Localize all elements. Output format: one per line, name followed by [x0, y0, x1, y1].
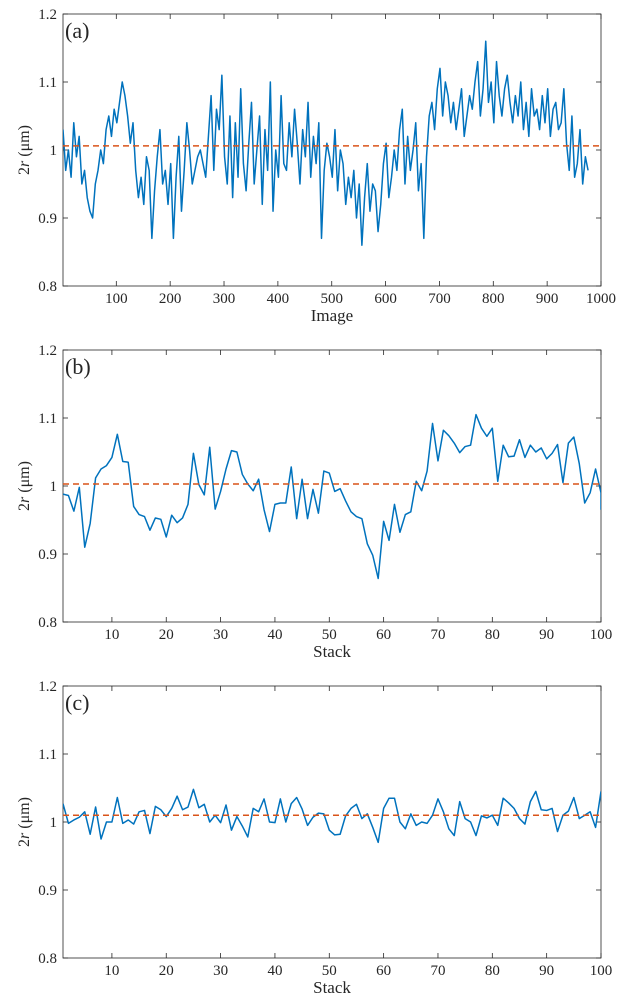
y-axis-label-main: 2 — [16, 503, 33, 511]
y-axis-label: 2r (μm) — [16, 125, 33, 175]
x-axis-label: Stack — [313, 978, 351, 997]
y-tick-label: 1.2 — [38, 343, 57, 359]
y-axis-label-var: r — [16, 160, 33, 167]
x-tick-label: 800 — [482, 291, 505, 307]
y-axis-label: 2r (μm) — [16, 461, 33, 511]
x-tick-label: 100 — [590, 963, 613, 979]
axes-box — [62, 685, 602, 959]
x-tick-label: 70 — [430, 627, 445, 643]
y-axis-label-var: r — [16, 832, 33, 839]
y-tick-label: 1.2 — [38, 679, 57, 695]
x-tick-label: 10 — [104, 963, 119, 979]
x-axis-label: Stack — [313, 642, 351, 661]
panel-label: (c) — [65, 690, 89, 715]
y-tick-label: 1.1 — [38, 411, 57, 427]
x-tick-label: 700 — [428, 291, 451, 307]
y-axis-label-main: 2 — [16, 167, 33, 175]
x-axis-label: Image — [311, 306, 353, 325]
y-tick-label: 1 — [50, 479, 58, 495]
x-tick-label: 60 — [376, 627, 391, 643]
data-series-line — [63, 413, 601, 580]
x-tick-label: 80 — [485, 627, 500, 643]
y-axis-label-unit: (μm) — [16, 461, 33, 497]
x-tick-label: 40 — [267, 627, 282, 643]
y-axis-label-var: r — [16, 496, 33, 503]
y-axis-label-unit: (μm) — [16, 125, 33, 161]
y-axis-label-main: 2 — [16, 839, 33, 847]
x-tick-label: 20 — [159, 963, 174, 979]
x-tick-label: 200 — [159, 291, 182, 307]
x-tick-label: 100 — [590, 627, 613, 643]
data-series-line — [63, 40, 589, 246]
x-tick-label: 600 — [374, 291, 397, 307]
y-tick-label: 0.8 — [38, 615, 57, 631]
x-tick-label: 60 — [376, 963, 391, 979]
y-tick-label: 1.1 — [38, 75, 57, 91]
chart-panel-2: 0.8 0.9 1 1.1 1.2 10 20 30 40 50 60 70 80 90 100 Stack 2… — [16, 343, 612, 661]
y-tick-label: 0.9 — [38, 547, 57, 563]
y-tick-label: 0.8 — [38, 279, 57, 295]
x-tick-label: 400 — [267, 291, 290, 307]
x-tick-label: 100 — [105, 291, 128, 307]
panel-label: (a) — [65, 18, 89, 43]
y-tick-label: 1 — [50, 815, 58, 831]
x-tick-label: 30 — [213, 627, 228, 643]
x-tick-label: 80 — [485, 963, 500, 979]
x-tick-label: 90 — [539, 627, 554, 643]
y-tick-label: 0.8 — [38, 951, 57, 967]
axes-box — [62, 13, 602, 287]
x-tick-label: 50 — [322, 963, 337, 979]
y-tick-label: 1.1 — [38, 747, 57, 763]
x-tick-label: 50 — [322, 627, 337, 643]
x-tick-label: 1000 — [586, 291, 616, 307]
chart-panel-1: 0.8 0.9 1 1.1 1.2 100 200 300 400 500 600 700 800 900… — [16, 7, 616, 325]
y-tick-label: 0.9 — [38, 211, 57, 227]
y-tick-label: 1.2 — [38, 7, 57, 23]
x-tick-label: 500 — [320, 291, 343, 307]
x-tick-label: 90 — [539, 963, 554, 979]
x-tick-label: 40 — [267, 963, 282, 979]
x-tick-label: 20 — [159, 627, 174, 643]
x-tick-label: 70 — [430, 963, 445, 979]
panel-label: (b) — [65, 354, 91, 379]
y-tick-label: 0.9 — [38, 883, 57, 899]
data-series-line — [63, 788, 601, 844]
y-axis-label-unit: (μm) — [16, 797, 33, 833]
x-tick-label: 300 — [213, 291, 236, 307]
y-axis-label: 2r (μm) — [16, 797, 33, 847]
x-tick-label: 30 — [213, 963, 228, 979]
chart-panel-3: 0.8 0.9 1 1.1 1.2 10 20 30 40 50 60 70 80 90 100 Stack 2… — [16, 679, 612, 997]
y-tick-label: 1 — [50, 143, 58, 159]
axes-box — [62, 349, 602, 623]
x-tick-label: 900 — [536, 291, 559, 307]
x-tick-label: 10 — [104, 627, 119, 643]
